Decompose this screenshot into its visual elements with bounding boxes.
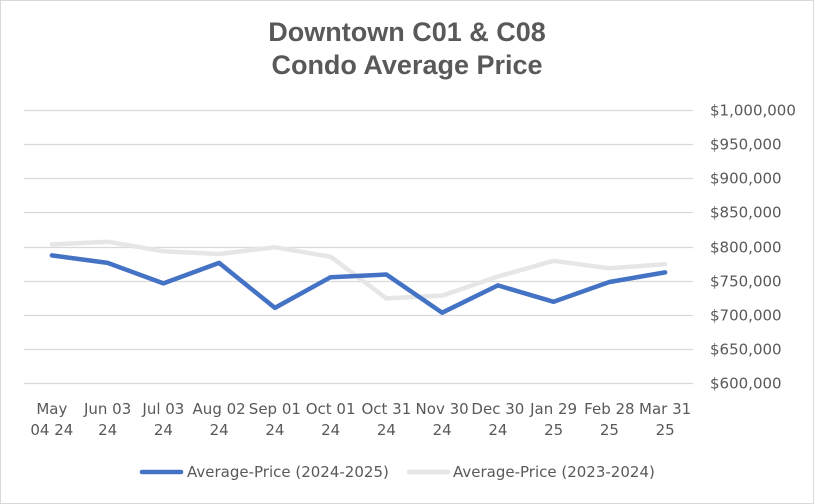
- x-tick-label: Oct 31 24: [361, 400, 411, 439]
- x-tick-label-line: Aug 02: [193, 400, 246, 418]
- x-tick-label-line: 25: [656, 421, 675, 439]
- x-tick-label: Nov 30 24: [416, 400, 469, 439]
- y-tick-label: $1,000,000: [710, 102, 796, 120]
- legend: Average-Price (2024-2025) Average-Price (…: [139, 463, 655, 481]
- x-tick-label-line: 24: [154, 421, 173, 439]
- legend-item: Average-Price (2024-2025): [139, 463, 389, 481]
- x-tick-label: May 04 24: [30, 400, 73, 439]
- x-tick-label: Sep 01 24: [249, 400, 301, 439]
- x-tick-label: Aug 02 24: [193, 400, 246, 439]
- y-tick-label: $700,000: [710, 307, 782, 325]
- x-tick-label: Jan 29 25: [529, 400, 577, 439]
- series-line-2023-2024: [49, 239, 668, 301]
- chart-title: Downtown C01 & C08 Condo Average Price: [0, 16, 814, 82]
- y-tick-label: $600,000: [710, 375, 782, 393]
- legend-label: Average-Price (2023-2024): [453, 463, 655, 481]
- x-tick-label-line: 24: [377, 421, 396, 439]
- legend-item: Average-Price (2023-2024): [406, 463, 655, 481]
- y-tick-label: $650,000: [710, 341, 782, 359]
- x-tick-label: Dec 30 24: [471, 400, 524, 439]
- x-tick-label-line: Oct 01: [306, 400, 356, 418]
- x-tick-label: Jun 03 24: [83, 400, 131, 439]
- y-tick-label: $800,000: [710, 239, 782, 257]
- x-tick-label-line: Sep 01: [249, 400, 301, 418]
- x-tick-label-line: 24: [433, 421, 452, 439]
- series-lines: [49, 239, 668, 315]
- x-tick-label-line: 25: [600, 421, 619, 439]
- x-tick-label-line: 24: [265, 421, 284, 439]
- x-tick-label-line: Jun 03: [83, 400, 131, 418]
- gridlines: [24, 109, 693, 385]
- chart-title-line1: Downtown C01 & C08: [268, 17, 546, 47]
- x-tick-label-line: 24: [488, 421, 507, 439]
- x-tick-label-line: 04 24: [30, 421, 73, 439]
- series-line-2024-2025: [49, 253, 668, 315]
- x-tick-label-line: Jul 03: [141, 400, 184, 418]
- x-tick-label-line: 24: [321, 421, 340, 439]
- x-tick-label-line: Nov 30: [416, 400, 469, 418]
- y-tick-label: $850,000: [710, 204, 782, 222]
- x-tick-label-line: 24: [98, 421, 117, 439]
- x-tick-label-line: Feb 28: [584, 400, 634, 418]
- x-tick-label-line: May: [36, 400, 67, 418]
- x-tick-label-line: 25: [544, 421, 563, 439]
- x-tick-label-line: Oct 31: [361, 400, 411, 418]
- chart-title-line2: Condo Average Price: [271, 50, 543, 80]
- y-axis-tick-labels: $1,000,000 $950,000 $900,000 $850,000 $800,0…: [710, 102, 796, 393]
- x-tick-label: Oct 01 24: [306, 400, 356, 439]
- x-tick-label-line: 24: [210, 421, 229, 439]
- x-tick-label: Feb 28 25: [584, 400, 634, 439]
- x-tick-label-line: Jan 29: [529, 400, 577, 418]
- y-tick-label: $750,000: [710, 273, 782, 291]
- x-tick-label: Mar 31 25: [639, 400, 691, 439]
- y-tick-label: $950,000: [710, 136, 782, 154]
- x-axis-tick-labels: May 04 24 Jun 03 24 Jul 03 24 Aug 02 24 Sep 01 24…: [30, 400, 691, 439]
- x-tick-label-line: Mar 31: [639, 400, 691, 418]
- x-tick-label: Jul 03 24: [141, 400, 184, 439]
- y-tick-label: $900,000: [710, 170, 782, 188]
- legend-label: Average-Price (2024-2025): [187, 463, 389, 481]
- x-tick-label-line: Dec 30: [471, 400, 524, 418]
